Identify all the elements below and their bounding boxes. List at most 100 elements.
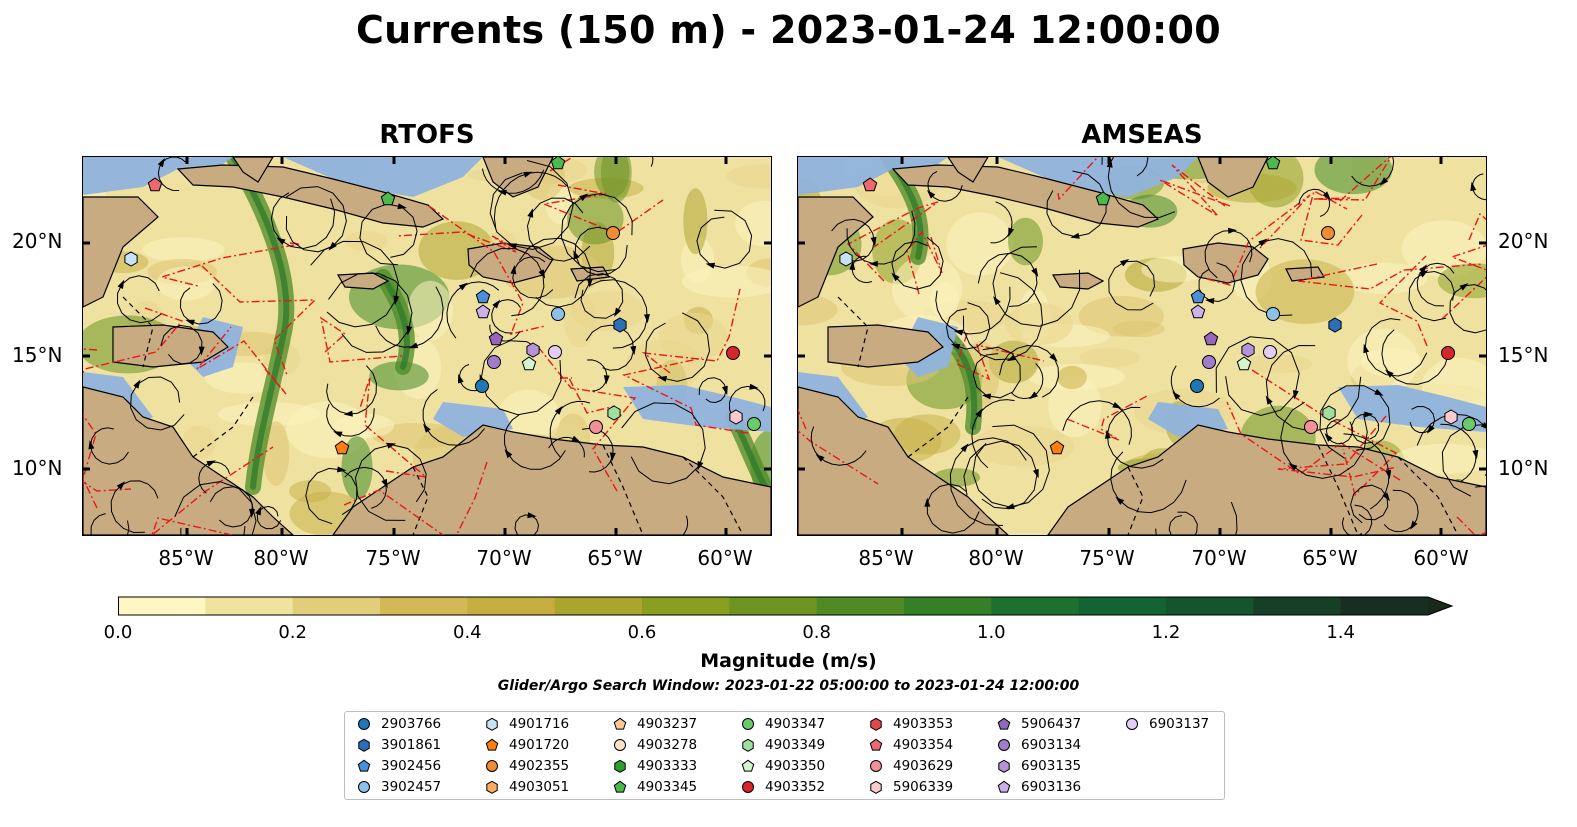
- streamline-arrow-icon: [891, 272, 900, 282]
- streamline-arrow-icon: [1032, 468, 1039, 479]
- legend-entry-4902355: 4902355: [485, 756, 569, 776]
- legend-label: 4903051: [509, 779, 570, 795]
- streamline: [1383, 489, 1419, 533]
- float-marker-5906437: [1203, 331, 1219, 346]
- float-marker-4903350: [1236, 356, 1252, 371]
- streamline-arrow-icon: [1322, 191, 1331, 201]
- float-marker-5906339: [729, 409, 743, 425]
- streamline: [851, 255, 873, 284]
- legend-label: 4903353: [893, 716, 954, 732]
- streamline: [926, 483, 980, 534]
- float-marker-4903347: [747, 417, 761, 431]
- streamline-arrow-icon: [953, 329, 964, 336]
- streamline: [1343, 433, 1390, 510]
- streamline-arrow-icon: [849, 260, 856, 271]
- legend-label: 6903135: [1021, 758, 1082, 774]
- streamline-arrow-icon: [870, 236, 877, 247]
- streamline: [1416, 262, 1455, 307]
- float-marker-3901861: [1328, 317, 1342, 333]
- search-window-text: Glider/Argo Search Window: 2023-01-22 05…: [497, 678, 1080, 694]
- streamline: [305, 467, 358, 525]
- legend-label: 4903237: [637, 716, 698, 732]
- streamline-arrow-icon: [1031, 267, 1039, 277]
- streamline-arrow-icon: [815, 454, 825, 462]
- streamline: [1204, 229, 1253, 279]
- streamline-arrow-icon: [1006, 354, 1017, 362]
- colorbar-segment: [1253, 597, 1342, 615]
- magnitude-patch: [1057, 365, 1087, 390]
- streamline-arrow-icon: [960, 443, 969, 453]
- lat-tick-15-right: 15°N: [1498, 343, 1549, 367]
- magnitude-patch: [262, 421, 290, 486]
- land-central: [798, 386, 1009, 535]
- magnitude-patch: [142, 237, 225, 262]
- float-marker-6903137: [548, 345, 562, 359]
- streamline: [891, 236, 944, 290]
- streamline: [446, 281, 500, 339]
- legend-entry-4903333: 4903333: [613, 756, 697, 776]
- legend-marker-circle-icon: [1126, 718, 1138, 730]
- legend-label: 6903136: [1021, 779, 1082, 795]
- magnitude-patch: [891, 255, 963, 322]
- streamline-arrow-icon: [406, 325, 413, 336]
- streamline: [810, 426, 867, 466]
- legend-label: 4903333: [637, 758, 698, 774]
- streamline: [698, 377, 727, 404]
- map-amseas[interactable]: [797, 156, 1487, 536]
- streamline-arrow-icon: [573, 250, 580, 260]
- streamline-arrow-icon: [507, 243, 517, 250]
- streamline-arrow-icon: [527, 208, 534, 218]
- streamline-arrow-icon: [1459, 283, 1469, 291]
- streamline-arrow-icon: [1419, 270, 1429, 278]
- float-marker-4903629: [589, 420, 603, 434]
- colorbar-segment: [642, 597, 730, 615]
- streamline: [971, 399, 1015, 469]
- colorbar-segment: [816, 597, 905, 615]
- eez-boundary: [151, 446, 274, 535]
- legend-marker-circle-icon: [742, 718, 754, 730]
- streamline: [130, 376, 185, 431]
- legend-marker-pentagon-icon: [613, 780, 627, 793]
- streamline-arrow-icon: [255, 506, 262, 516]
- magnitude-patch: [594, 157, 630, 198]
- eez-boundary: [1066, 395, 1148, 441]
- legend-entry-6903136: 6903136: [997, 777, 1081, 797]
- streamline: [1010, 363, 1044, 400]
- map-rtofs[interactable]: [82, 156, 772, 536]
- streamline-arrow-icon: [276, 237, 286, 245]
- legend-marker-hexagon-icon: [742, 738, 754, 752]
- panel-title-amseas: AMSEAS: [1081, 120, 1203, 150]
- magnitude-patch: [658, 312, 728, 362]
- eez-boundary: [428, 205, 546, 335]
- streamline-arrow-icon: [198, 346, 205, 356]
- streamline: [963, 440, 1038, 510]
- streamline: [310, 240, 399, 328]
- legend-label: 4903349: [765, 737, 826, 753]
- streamline-arrow-icon: [538, 269, 546, 279]
- streamline: [481, 168, 545, 194]
- legend-entry-2903766: 2903766: [357, 714, 441, 734]
- magnitude-patch: [726, 164, 771, 189]
- streamline: [375, 286, 444, 348]
- land-yucatan: [798, 196, 874, 308]
- magnitude-patch: [341, 436, 373, 500]
- streamline: [285, 186, 347, 253]
- eez-boundary: [1297, 263, 1484, 290]
- magnitude-patch: [683, 188, 708, 255]
- lon-tick-right-3: 70°W: [1191, 546, 1247, 570]
- colorbar-segment: [292, 597, 381, 615]
- lat-tick-20-right: 20°N: [1498, 229, 1549, 253]
- streamline: [650, 157, 654, 167]
- magnitude-patch: [1112, 320, 1165, 338]
- lon-tick-left-2: 75°W: [365, 546, 421, 570]
- streamline-arrow-icon: [586, 278, 593, 288]
- streamline-arrow-icon: [206, 460, 216, 467]
- magnitude-patch: [563, 292, 597, 348]
- legend-marker-hexagon-icon: [870, 717, 882, 731]
- streamline-arrow-icon: [868, 260, 878, 267]
- streamline: [1280, 401, 1368, 479]
- streamline-arrow-icon: [721, 385, 728, 396]
- streamline: [1440, 423, 1477, 482]
- country-border: [907, 396, 969, 458]
- lon-tick-left-4: 65°W: [587, 546, 643, 570]
